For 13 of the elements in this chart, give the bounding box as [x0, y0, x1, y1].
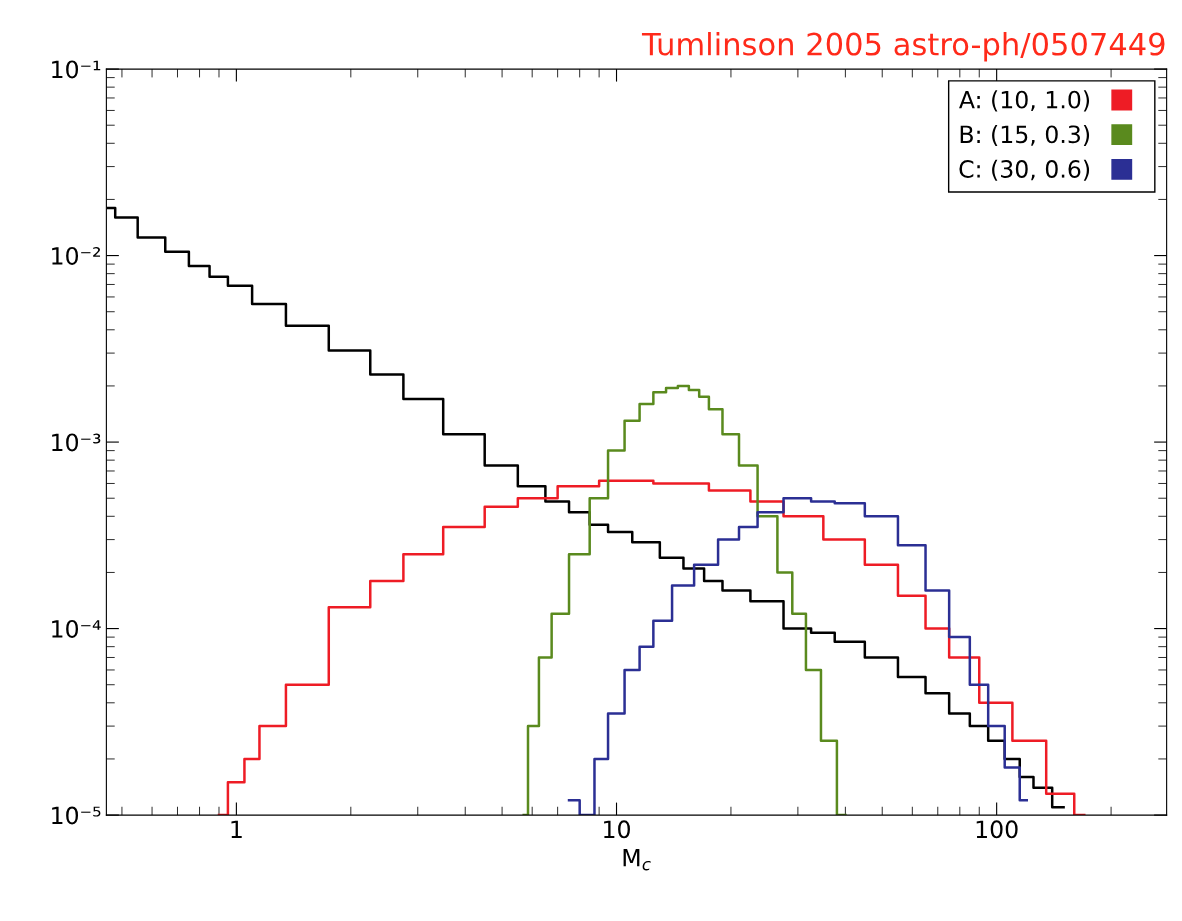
x-axis-title: M$_{c}$ — [623, 849, 651, 871]
y-tick-label: 10⁻⁵ — [52, 806, 101, 825]
x-tick-label: 10 — [604, 820, 630, 839]
chart-title: Tumlinson 2005 astro-ph/0507449 — [641, 31, 1165, 62]
legend-label: A: (10, 1.0) — [959, 90, 1090, 112]
y-tick-label: 10⁻¹ — [52, 60, 101, 79]
y-tick-label: 10⁻³ — [52, 433, 101, 452]
legend-label: C: (30, 0.6) — [959, 159, 1090, 181]
y-tick-label: 10⁻² — [52, 247, 101, 265]
x-tick-label: 100 — [976, 820, 1018, 839]
x-tick-label: 1 — [231, 820, 242, 838]
legend-label: B: (15, 0.3) — [960, 125, 1090, 147]
y-tick-label: 10⁻⁴ — [52, 620, 101, 638]
